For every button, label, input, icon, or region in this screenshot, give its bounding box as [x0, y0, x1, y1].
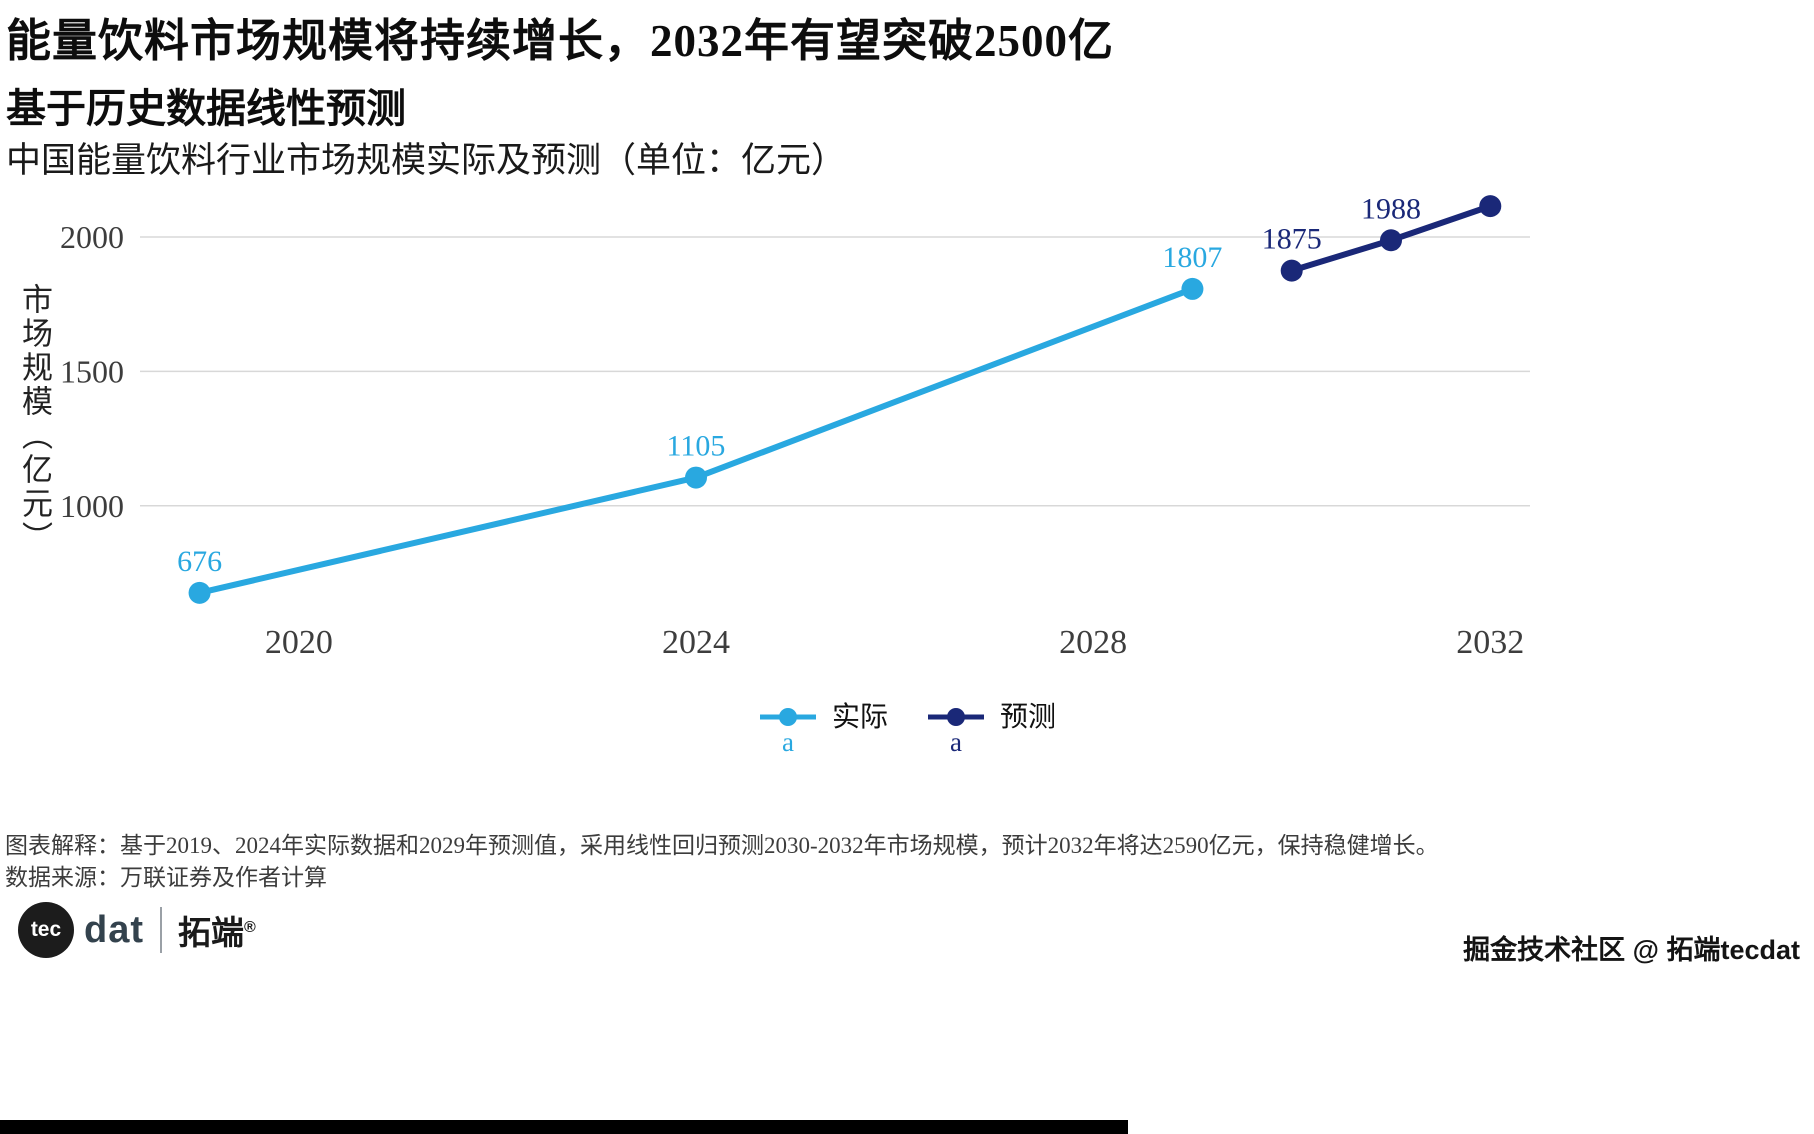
- brand-logo: tec dat 拓端®: [18, 902, 256, 958]
- y-tick-label: 2000: [60, 219, 124, 255]
- legend-marker-forecast-icon: [928, 708, 984, 726]
- legend-item-actual: a 实际: [758, 702, 888, 757]
- legend: a 实际 a 预测: [0, 702, 1814, 757]
- series-0-point: [685, 466, 707, 489]
- legend-sub-label-actual: a: [781, 727, 794, 757]
- series-0-data-label: 676: [177, 545, 222, 578]
- x-tick-label: 2024: [662, 624, 730, 661]
- y-axis-label: 市场规模（亿元）: [17, 283, 52, 555]
- series-0-point: [188, 581, 211, 604]
- x-tick-label: 2028: [1059, 624, 1127, 661]
- logo-circle: tec: [18, 902, 74, 958]
- legend-sub-label-forecast: a: [950, 727, 962, 757]
- series-1-data-label: 1875: [1262, 223, 1322, 256]
- page-title: 能量饮料市场规模将持续增长，2032年有望突破2500亿: [6, 16, 1115, 66]
- series-0-point: [1181, 277, 1204, 300]
- legend-label-forecast: 预测: [1000, 702, 1057, 733]
- bottom-bar: [0, 1120, 1128, 1134]
- watermark-text: 掘金技术社区 @ 拓端tecdat: [1463, 935, 1800, 965]
- registered-mark: ®: [244, 919, 256, 936]
- footer-source: 数据来源：万联证券及作者计算: [5, 865, 327, 890]
- y-tick-label: 1500: [60, 353, 124, 389]
- chart-caption: 中国能量饮料行业市场规模实际及预测（单位：亿元）: [6, 141, 847, 180]
- brand-cn-text: 拓端: [178, 914, 244, 951]
- x-tick-label: 2020: [265, 624, 333, 661]
- page-subtitle: 基于历史数据线性预测: [6, 86, 406, 131]
- brand-cn-name: 拓端®: [178, 906, 256, 954]
- series-1-data-label: 1988: [1361, 192, 1421, 225]
- series-0-data-label: 1807: [1162, 241, 1222, 274]
- brand-separator: [160, 907, 162, 953]
- legend-item-forecast: a 预测: [926, 702, 1057, 757]
- y-tick-label: 1000: [60, 488, 124, 524]
- footer-explanation: 图表解释：基于2019、2024年实际数据和2029年预测值，采用线性回归预测2…: [5, 833, 1439, 858]
- legend-marker-column: a: [926, 706, 986, 757]
- series-1-line: [1288, 203, 1494, 274]
- series-1-point: [1380, 229, 1402, 252]
- legend-marker-actual-icon: [759, 708, 816, 726]
- legend-marker-column: a: [758, 706, 818, 757]
- series-0-data-label: 1105: [667, 430, 726, 463]
- x-tick-label: 2032: [1456, 624, 1524, 661]
- series-1-point: [1280, 259, 1303, 282]
- series-1-point: [1479, 195, 1502, 218]
- series-0-line: [196, 285, 1196, 596]
- legend-label-actual: 实际: [831, 702, 888, 733]
- logo-text: dat: [84, 908, 144, 951]
